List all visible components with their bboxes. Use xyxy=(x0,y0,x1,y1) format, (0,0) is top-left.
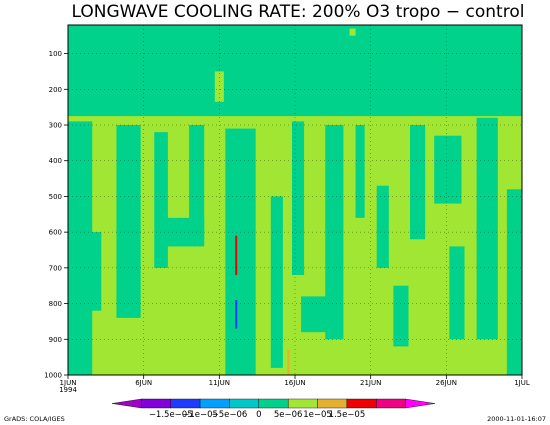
colorbar-bin xyxy=(317,398,348,409)
field-anomaly-negative xyxy=(235,300,238,329)
field-region-near-zero xyxy=(189,125,205,240)
y-ticks: 100 200 300 400 500 600 700 800 900 1000 xyxy=(44,50,68,380)
x-tick-label: 16JUN xyxy=(284,379,305,387)
colorbar-bin xyxy=(405,398,436,409)
field-region-near-zero xyxy=(86,232,102,311)
field-region-near-zero xyxy=(355,125,365,218)
colorbar-bin xyxy=(111,398,142,409)
x-ticks: 1JUN 6JUN 11JUN 16JUN 21JUN 26JUN 1JUL 1994 xyxy=(59,375,530,394)
footer-left: GrADS: COLA/IGES xyxy=(4,415,65,423)
y-tick-label: 900 xyxy=(49,336,62,344)
colorbar-label: 0 xyxy=(256,410,261,420)
colorbar-bin xyxy=(229,398,260,409)
colorbar-bin xyxy=(170,398,201,409)
colorbar-bin xyxy=(376,398,406,409)
field-region-near-zero xyxy=(301,296,329,333)
field-region-near-zero xyxy=(393,285,409,347)
field-anomaly-positive xyxy=(287,350,290,375)
field-region-near-zero xyxy=(225,128,256,375)
colorbar: −1.5e−05−1e−05−5e−06 0 5e−06 1e−051.5e−05 xyxy=(111,398,436,420)
y-tick-label: 700 xyxy=(49,264,62,272)
field-region-near-zero xyxy=(434,135,462,204)
x-tick-label: 1JUL xyxy=(514,379,530,387)
field-region-near-zero xyxy=(291,121,305,275)
colorbar-label: −1.5e−05 xyxy=(149,410,193,420)
chart-title: LONGWAVE COOLING RATE: 200% O3 tropo − c… xyxy=(72,2,525,22)
x-tick-label: 11JUN xyxy=(209,379,230,387)
y-tick-label: 500 xyxy=(49,193,62,201)
colorbar-label: −1e−05 xyxy=(182,410,218,420)
colorbar-bin xyxy=(141,398,171,409)
colorbar-bin xyxy=(346,398,377,409)
field-region-near-zero xyxy=(270,196,283,368)
x-tick-label: 1JUN xyxy=(60,379,77,387)
colorbar-label: 1.5e−05 xyxy=(329,410,366,420)
field-region-light xyxy=(214,71,224,102)
colorbar-label: −5e−06 xyxy=(212,410,248,420)
field-region-near-zero xyxy=(449,246,465,340)
plot-area: 100 200 300 400 500 600 700 800 900 1000 1JUN 6JUN… xyxy=(44,24,530,394)
y-tick-label: 1000 xyxy=(44,372,62,380)
field-region-near-zero xyxy=(154,132,168,268)
field-region-near-zero xyxy=(476,117,498,340)
field-region-near-zero xyxy=(325,125,344,340)
x-tick-label: 26JUN xyxy=(436,379,457,387)
field-region-near-zero xyxy=(506,189,522,375)
field-region-near-zero xyxy=(376,185,389,268)
field-region-near-zero xyxy=(410,125,426,240)
x-tick-label: 21JUN xyxy=(360,379,381,387)
y-tick-label: 300 xyxy=(49,122,62,130)
colorbar-label: 1e−05 xyxy=(303,410,332,420)
x-tick-label: 6JUN xyxy=(135,379,152,387)
y-tick-label: 200 xyxy=(49,86,62,94)
x-year-label: 1994 xyxy=(59,386,77,394)
field-anomaly-positive xyxy=(235,235,238,275)
field-region-light xyxy=(349,28,356,36)
colorbar-bin xyxy=(258,398,289,409)
field-region-near-zero xyxy=(116,125,141,318)
colorbar-bin xyxy=(199,398,230,409)
y-tick-label: 100 xyxy=(49,50,62,58)
colorbar-bin xyxy=(287,398,318,409)
footer-right: 2000-11-01-16:07 xyxy=(487,415,546,423)
y-tick-label: 600 xyxy=(49,229,62,237)
y-tick-label: 400 xyxy=(49,157,62,165)
colorbar-label: 5e−06 xyxy=(274,410,303,420)
y-tick-label: 800 xyxy=(49,300,62,308)
